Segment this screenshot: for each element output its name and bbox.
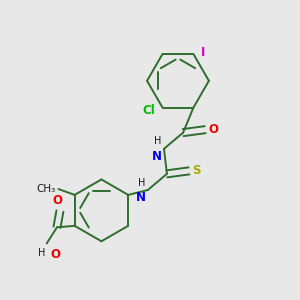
Text: H: H (38, 248, 45, 258)
Text: CH₃: CH₃ (37, 184, 56, 194)
Text: I: I (201, 46, 205, 59)
Text: H: H (138, 178, 146, 188)
Text: S: S (193, 164, 201, 177)
Text: O: O (50, 248, 60, 261)
Text: H: H (154, 136, 162, 146)
Text: O: O (52, 194, 62, 207)
Text: Cl: Cl (142, 104, 155, 117)
Text: O: O (209, 123, 219, 136)
Text: N: N (135, 191, 146, 205)
Text: N: N (152, 150, 162, 163)
